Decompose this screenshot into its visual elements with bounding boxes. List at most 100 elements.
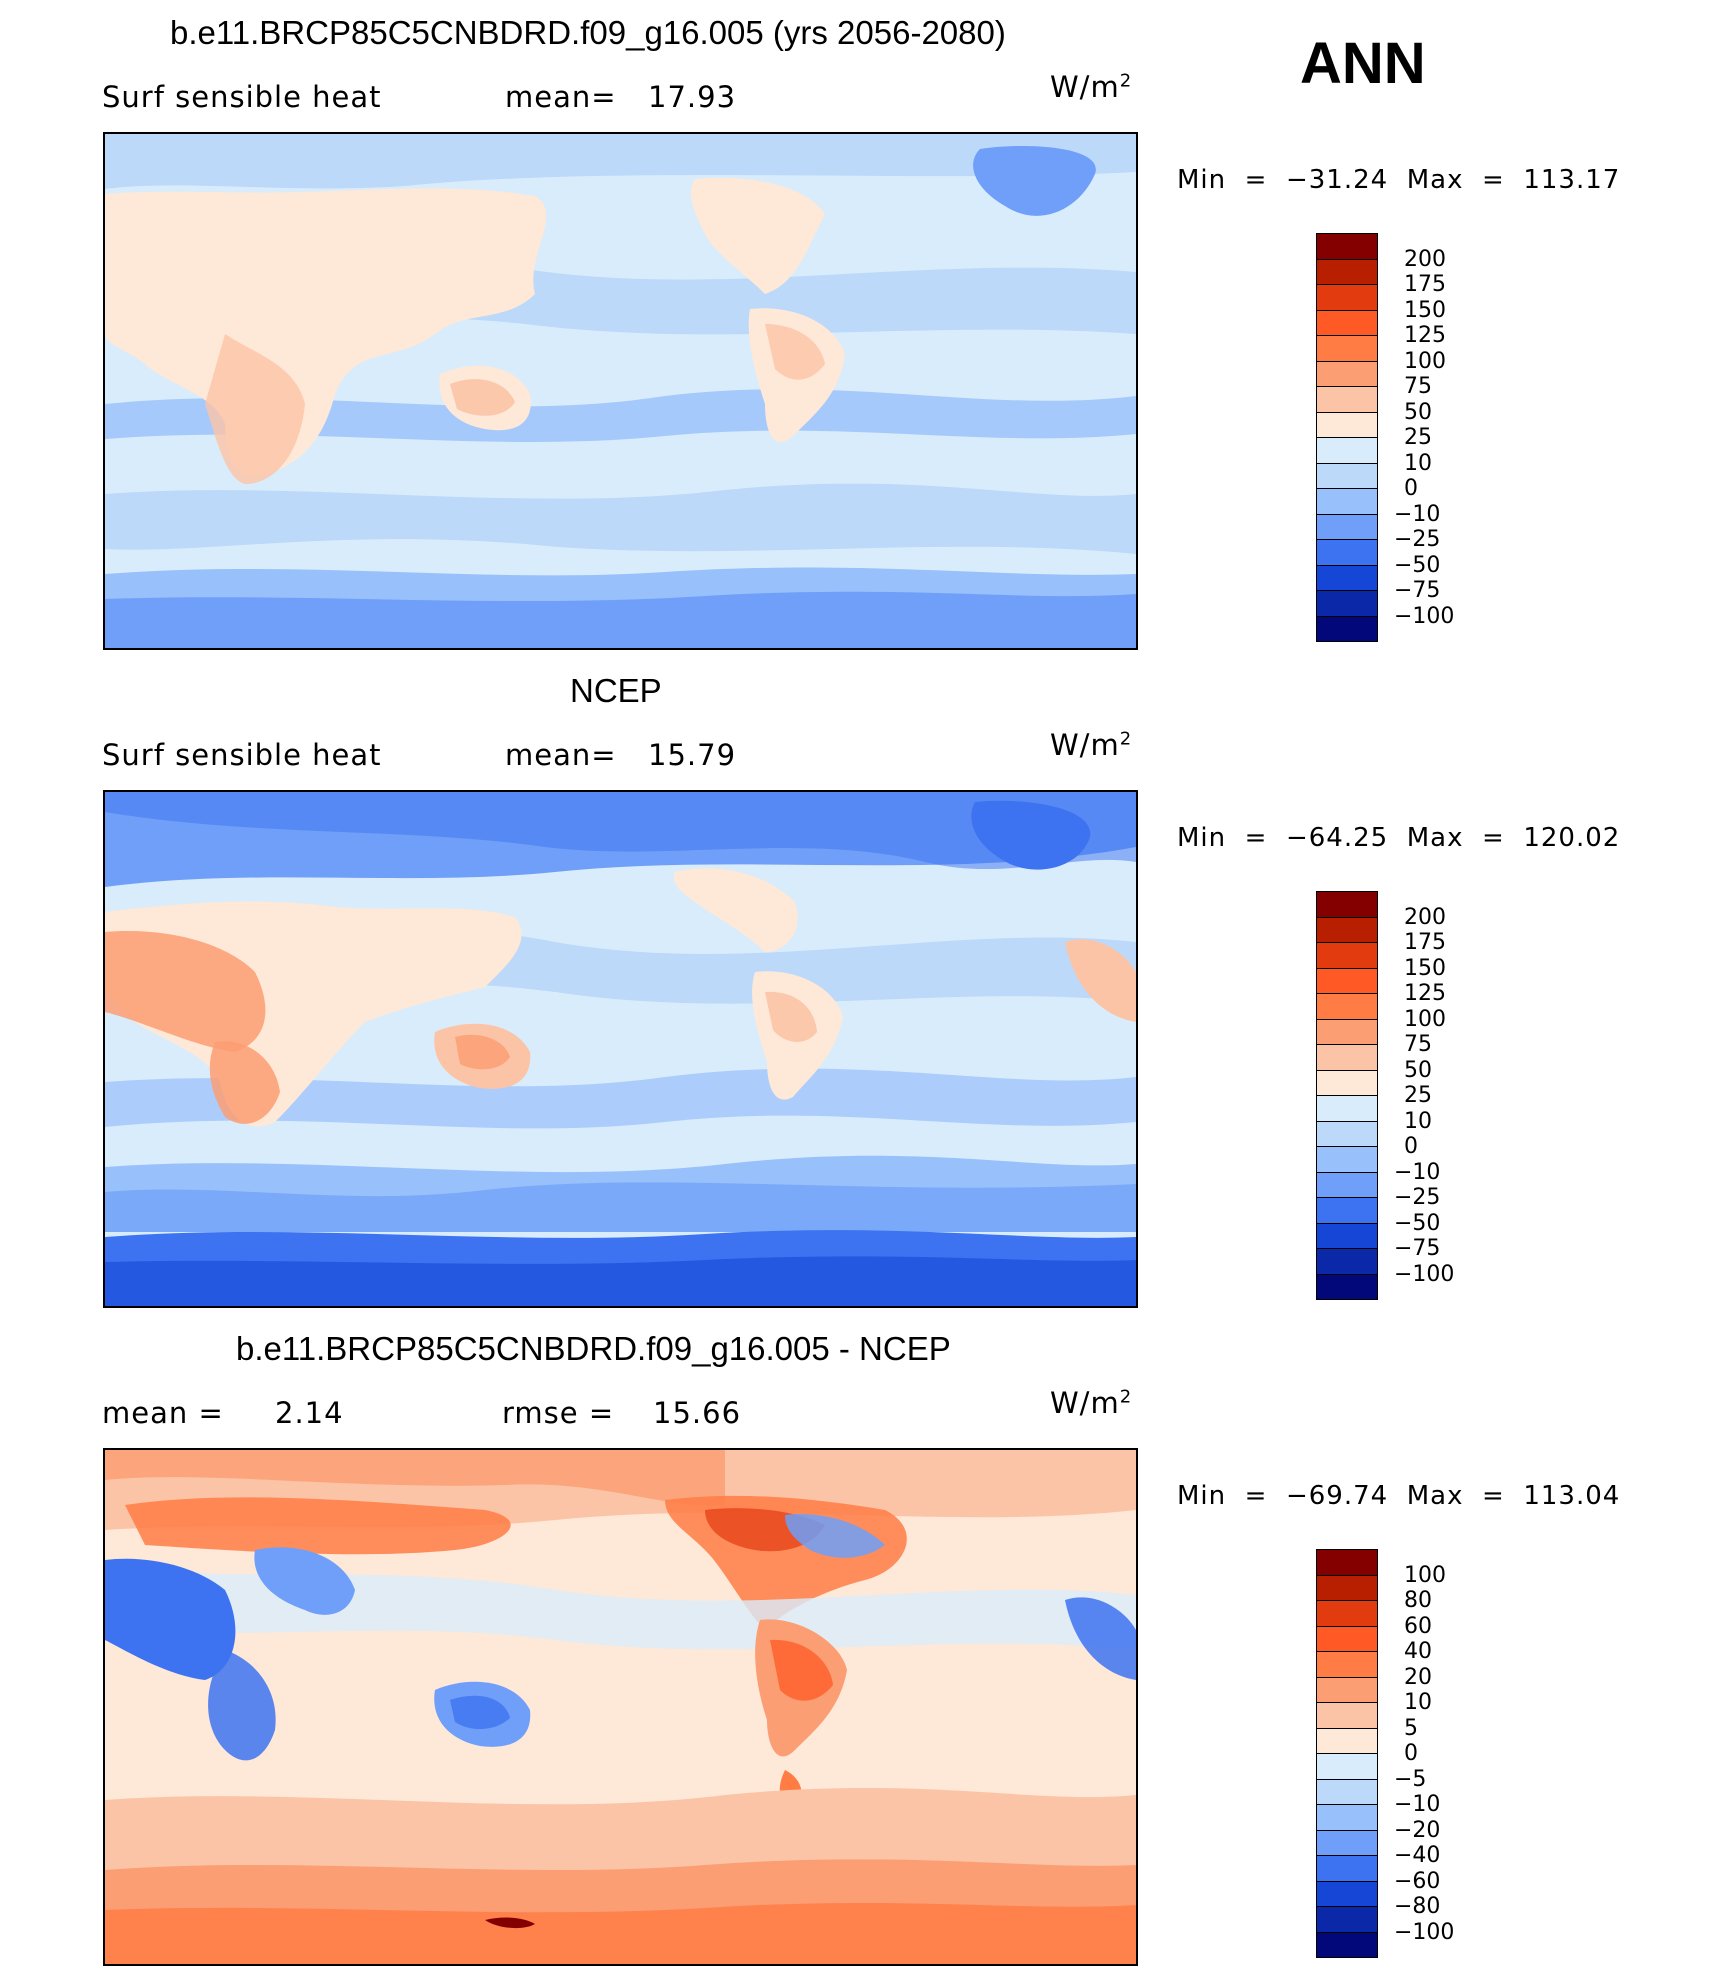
colorbar-swatch	[1316, 437, 1378, 464]
colorbar-swatch	[1316, 258, 1378, 285]
colorbar-swatch	[1316, 309, 1378, 336]
colorbar-label: 150	[1404, 297, 1446, 323]
colorbar-label: 5	[1404, 1715, 1418, 1741]
colorbar-label: 50	[1404, 1057, 1432, 1083]
colorbar-swatch	[1316, 564, 1378, 591]
colorbar-swatch	[1316, 488, 1378, 515]
panel3-rmse-value: 15.66	[653, 1396, 742, 1430]
colorbar-label: 200	[1404, 904, 1446, 930]
colorbar-label: 25	[1404, 1083, 1432, 1108]
panel3-mean-value: 2.14	[275, 1396, 344, 1430]
colorbar-label: −75	[1394, 578, 1441, 603]
colorbar-label: 100	[1404, 1006, 1446, 1032]
colorbar-swatch	[1316, 916, 1378, 943]
colorbar-swatch	[1316, 1018, 1378, 1045]
colorbar-swatch	[1316, 360, 1378, 387]
colorbar-label: 100	[1404, 348, 1446, 374]
season-label: ANN	[1300, 31, 1426, 96]
panel2-map-field	[105, 792, 1136, 1306]
panel3-map	[103, 1448, 1138, 1966]
colorbar-swatch	[1316, 1625, 1378, 1652]
panel1-mean-label: mean=	[505, 80, 617, 114]
colorbar-swatch	[1316, 942, 1378, 969]
colorbar-label: 150	[1404, 955, 1446, 981]
colorbar-swatch	[1316, 1197, 1378, 1224]
colorbar-label: −5	[1394, 1766, 1427, 1792]
colorbar-swatch	[1316, 1727, 1378, 1754]
colorbar-swatch	[1316, 335, 1378, 362]
colorbar-label: 200	[1404, 246, 1446, 272]
colorbar-swatch	[1316, 1549, 1378, 1576]
colorbar-label: −60	[1394, 1868, 1441, 1894]
panel2-colorbar: 200 175 150 125 100 75 50 25 10 0 −10 −25 −50 −75 −100	[1316, 891, 1486, 1301]
colorbar-label: −25	[1394, 527, 1441, 552]
colorbar-label: −20	[1394, 1817, 1441, 1843]
colorbar-swatch	[1316, 1273, 1378, 1300]
colorbar-swatch	[1316, 386, 1378, 413]
colorbar-label: −10	[1394, 501, 1441, 527]
colorbar-label: 75	[1404, 1032, 1432, 1057]
colorbar-label: −50	[1394, 1210, 1441, 1236]
colorbar-label: 10	[1404, 1690, 1432, 1715]
panel2-minmax: Min = −64.25 Max = 120.02	[1177, 823, 1621, 853]
colorbar-swatch	[1316, 1095, 1378, 1122]
colorbar-swatch	[1316, 1778, 1378, 1805]
colorbar-swatch	[1316, 1248, 1378, 1275]
panel3-minmax: Min = −69.74 Max = 113.04	[1177, 1481, 1621, 1511]
colorbar-label: 125	[1404, 323, 1446, 348]
colorbar-label: −25	[1394, 1185, 1441, 1210]
colorbar-label: 175	[1404, 272, 1446, 297]
colorbar-swatch	[1316, 233, 1378, 260]
colorbar-swatch	[1316, 891, 1378, 918]
panel1-colorbar: 200 175 150 125 100 75 50 25 10 0 −10 −25 −50 −75 −100	[1316, 233, 1486, 643]
panel2-variable-label: Surf sensible heat	[102, 738, 382, 772]
colorbar-label: −40	[1394, 1843, 1441, 1868]
panel1-title: b.e11.BRCP85C5CNBDRD.f09_g16.005 (yrs 20…	[170, 14, 1006, 51]
colorbar-swatch	[1316, 1702, 1378, 1729]
colorbar-swatch	[1316, 1574, 1378, 1601]
colorbar-label: 20	[1404, 1664, 1432, 1690]
panel2-title: NCEP	[570, 672, 662, 709]
colorbar-label: −100	[1394, 603, 1455, 629]
colorbar-swatch	[1316, 590, 1378, 617]
colorbar-label: −10	[1394, 1159, 1441, 1185]
panel1-minmax: Min = −31.24 Max = 113.17	[1177, 165, 1621, 195]
colorbar-label: 10	[1404, 1108, 1432, 1134]
colorbar-swatch	[1316, 513, 1378, 540]
colorbar-swatch	[1316, 284, 1378, 311]
colorbar-label: 10	[1404, 450, 1432, 476]
colorbar-swatch	[1316, 615, 1378, 642]
colorbar-swatch	[1316, 1044, 1378, 1071]
colorbar-swatch	[1316, 1880, 1378, 1907]
colorbar-swatch	[1316, 1829, 1378, 1856]
colorbar-label: 50	[1404, 399, 1432, 425]
panel3-colorbar: 100 80 60 40 20 10 5 0 −5 −10 −20 −40 −60 −80 −100	[1316, 1549, 1486, 1959]
panel3-title: b.e11.BRCP85C5CNBDRD.f09_g16.005 - NCEP	[236, 1330, 951, 1367]
colorbar-label: 75	[1404, 374, 1432, 399]
colorbar-swatch	[1316, 1222, 1378, 1249]
colorbar-swatch	[1316, 411, 1378, 438]
colorbar-swatch	[1316, 1906, 1378, 1933]
colorbar-swatch	[1316, 1676, 1378, 1703]
colorbar-swatch	[1316, 1120, 1378, 1147]
colorbar-swatch	[1316, 1171, 1378, 1198]
colorbar-swatch	[1316, 993, 1378, 1020]
colorbar-label: 125	[1404, 981, 1446, 1006]
colorbar-swatch	[1316, 1753, 1378, 1780]
panel3-rmse-label: rmse =	[502, 1396, 615, 1430]
panel2-map	[103, 790, 1138, 1308]
colorbar-label: −10	[1394, 1792, 1441, 1817]
colorbar-swatch	[1316, 1600, 1378, 1627]
colorbar-swatch	[1316, 1651, 1378, 1678]
panel1-map-field	[105, 134, 1136, 648]
colorbar-label: −100	[1394, 1919, 1455, 1945]
colorbar-label: −100	[1394, 1261, 1455, 1287]
panel1-unit: W/m2	[1050, 70, 1133, 104]
panel3-map-field	[105, 1450, 1136, 1964]
panel2-unit: W/m2	[1050, 728, 1133, 762]
colorbar-label: 175	[1404, 930, 1446, 955]
panel2-mean-value: 15.79	[648, 738, 737, 772]
colorbar-swatch	[1316, 1855, 1378, 1882]
colorbar-label: 0	[1404, 476, 1418, 501]
colorbar-swatch	[1316, 967, 1378, 994]
